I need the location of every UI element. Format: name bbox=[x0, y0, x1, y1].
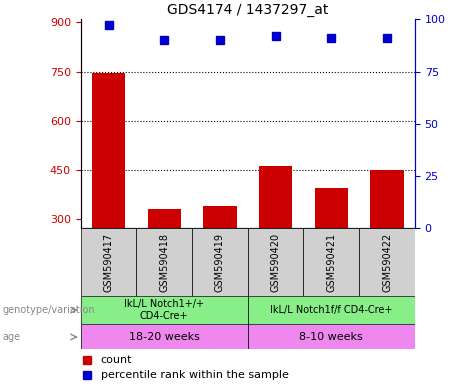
Text: GSM590417: GSM590417 bbox=[104, 233, 113, 291]
FancyBboxPatch shape bbox=[81, 228, 136, 296]
Text: GSM590419: GSM590419 bbox=[215, 233, 225, 291]
Bar bbox=[203, 205, 236, 228]
FancyBboxPatch shape bbox=[248, 324, 415, 349]
Text: age: age bbox=[2, 332, 20, 342]
Text: count: count bbox=[100, 355, 132, 365]
Text: percentile rank within the sample: percentile rank within the sample bbox=[100, 370, 289, 381]
Text: GSM590418: GSM590418 bbox=[159, 233, 169, 291]
Title: GDS4174 / 1437297_at: GDS4174 / 1437297_at bbox=[167, 3, 329, 17]
Text: IkL/L Notch1+/+
CD4-Cre+: IkL/L Notch1+/+ CD4-Cre+ bbox=[124, 299, 204, 321]
FancyBboxPatch shape bbox=[303, 228, 359, 296]
Text: GSM590420: GSM590420 bbox=[271, 233, 281, 291]
FancyBboxPatch shape bbox=[359, 228, 415, 296]
Text: genotype/variation: genotype/variation bbox=[2, 305, 95, 315]
Text: GSM590421: GSM590421 bbox=[326, 233, 337, 291]
Text: 18-20 weeks: 18-20 weeks bbox=[129, 332, 200, 342]
Text: GSM590422: GSM590422 bbox=[382, 232, 392, 292]
FancyBboxPatch shape bbox=[81, 324, 248, 349]
Bar bbox=[370, 170, 404, 228]
Text: 8-10 weeks: 8-10 weeks bbox=[300, 332, 363, 342]
Bar bbox=[92, 73, 125, 228]
FancyBboxPatch shape bbox=[136, 228, 192, 296]
Bar bbox=[259, 166, 292, 228]
FancyBboxPatch shape bbox=[192, 228, 248, 296]
FancyBboxPatch shape bbox=[248, 296, 415, 324]
FancyBboxPatch shape bbox=[81, 296, 248, 324]
Bar bbox=[314, 188, 348, 228]
FancyBboxPatch shape bbox=[248, 228, 303, 296]
Bar bbox=[148, 209, 181, 228]
Text: IkL/L Notch1f/f CD4-Cre+: IkL/L Notch1f/f CD4-Cre+ bbox=[270, 305, 392, 315]
